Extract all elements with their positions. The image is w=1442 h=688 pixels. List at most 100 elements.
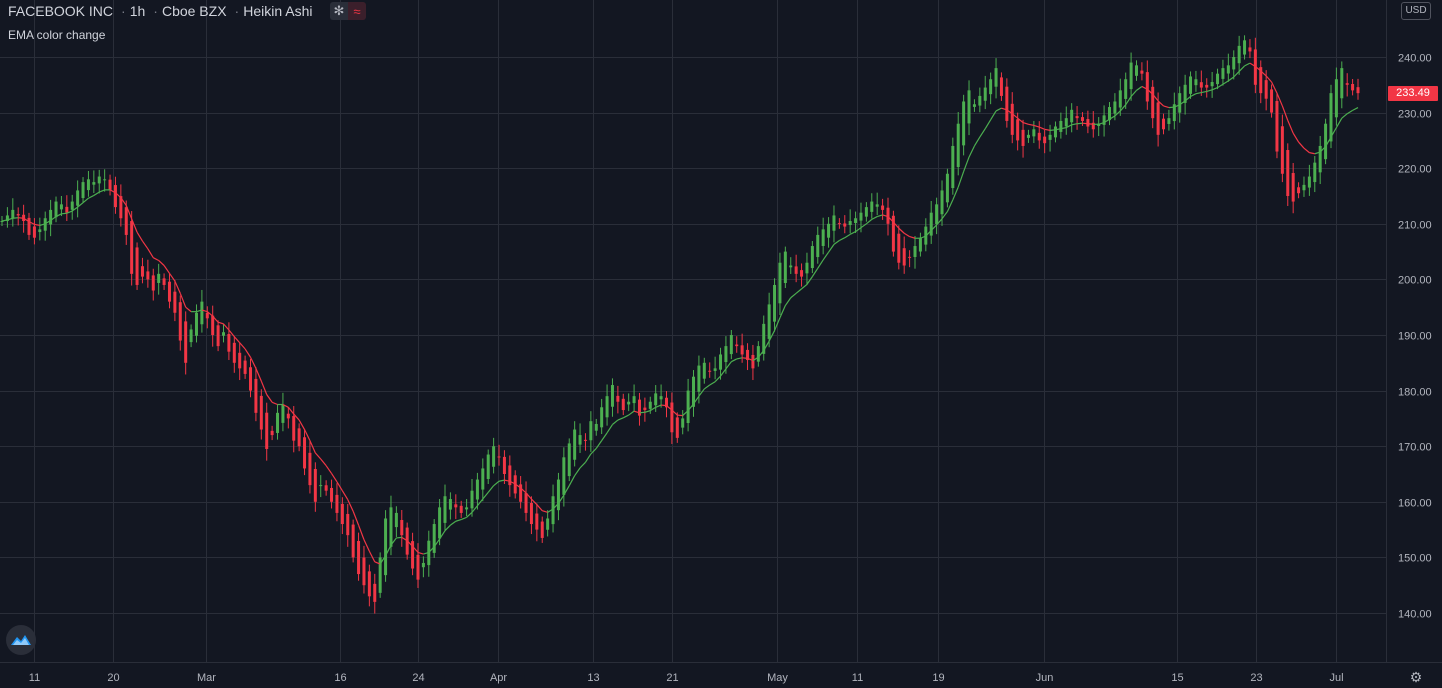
ema-segment xyxy=(757,350,765,358)
ema-segment xyxy=(979,128,986,138)
candle-body xyxy=(870,201,874,212)
ema-segment xyxy=(946,199,954,212)
ema-segment xyxy=(968,145,975,158)
candle-body xyxy=(1280,126,1284,174)
candle-body xyxy=(367,571,371,597)
ema-segment xyxy=(698,388,705,397)
candle-body xyxy=(648,401,652,409)
ema-line xyxy=(1,62,1359,565)
candle-body xyxy=(600,407,604,428)
candle-body xyxy=(1178,93,1182,113)
candle-body xyxy=(465,507,469,510)
candle-body xyxy=(216,325,220,347)
ema-segment xyxy=(444,524,451,532)
tradingview-logo-icon[interactable] xyxy=(6,625,36,655)
ema-segment xyxy=(574,467,581,477)
ema-segment xyxy=(952,186,959,201)
ema-segment xyxy=(309,440,316,454)
candle-body xyxy=(664,397,668,408)
settings-gear-icon[interactable]: ⚙ xyxy=(1409,669,1423,685)
candle-body xyxy=(794,266,798,274)
chart-style-label[interactable]: Heikin Ashi xyxy=(243,3,313,19)
candle-body xyxy=(1026,134,1030,138)
ema-segment xyxy=(1190,93,1197,98)
candle-body xyxy=(875,204,879,207)
ema-segment xyxy=(930,224,938,231)
ema-segment xyxy=(320,458,327,467)
ema-segment xyxy=(1152,93,1159,102)
candle-body xyxy=(967,90,971,124)
ema-segment xyxy=(374,561,381,565)
candle-body xyxy=(200,301,204,325)
ema-segment xyxy=(271,401,278,406)
ema-segment xyxy=(498,479,505,482)
wave-icon[interactable]: ≈ xyxy=(348,2,366,20)
symbol-name[interactable]: FACEBOOK INC xyxy=(8,3,114,19)
candle-body xyxy=(1297,187,1301,194)
interval-label[interactable]: 1h xyxy=(129,3,146,19)
candle-body xyxy=(103,179,107,181)
ema-segment xyxy=(336,481,343,491)
candle-body xyxy=(135,247,139,285)
ema-segment xyxy=(1260,70,1267,77)
candle-body xyxy=(59,204,63,210)
ema-segment xyxy=(703,384,711,390)
ema-segment xyxy=(396,536,402,539)
ema-segment xyxy=(1281,105,1289,121)
candle-body xyxy=(610,385,614,407)
ema-segment xyxy=(1109,115,1116,120)
price-axis[interactable]: 140.00 150.00 160.00 170.00 180.00 190.00 200.… xyxy=(1398,53,1432,621)
ema-segment xyxy=(217,321,224,325)
time-axis[interactable]: 11 20 Mar 16 24 Apr 13 21 May 11 19 Jun 15 23 Jul xyxy=(29,672,1344,684)
candle-body xyxy=(783,251,787,284)
ema-segment xyxy=(763,340,770,351)
ema-segment xyxy=(877,214,883,218)
candle-body xyxy=(1275,101,1279,152)
ema-segment xyxy=(131,218,138,233)
candle-body xyxy=(1124,79,1128,99)
ema-segment xyxy=(66,210,73,214)
candle-body xyxy=(297,428,301,447)
time-tick-label: Jul xyxy=(1329,672,1343,684)
candle-body xyxy=(119,196,123,219)
candle-body xyxy=(756,346,760,362)
ema-segment xyxy=(412,545,419,553)
candle-body xyxy=(562,457,566,495)
candle-body xyxy=(805,262,809,274)
candle-body xyxy=(292,416,296,441)
ema-segment xyxy=(1087,123,1094,125)
candle-body xyxy=(1010,103,1014,135)
ema-segment xyxy=(352,511,360,526)
ema-segment xyxy=(542,510,548,513)
ema-segment xyxy=(287,406,295,415)
ema-segment xyxy=(849,231,856,235)
time-tick-label: Apr xyxy=(490,672,507,684)
ema-segment xyxy=(531,498,538,505)
candle-body xyxy=(1053,126,1057,138)
ema-segment xyxy=(109,189,116,194)
ema-segment xyxy=(1271,81,1278,94)
time-tick-label: 24 xyxy=(412,672,424,684)
candle-body xyxy=(346,513,350,536)
ema-segment xyxy=(50,216,57,221)
candle-body xyxy=(508,465,512,486)
candle-body xyxy=(837,223,841,225)
candle-body xyxy=(86,179,90,191)
ema-segment xyxy=(833,239,840,245)
ema-segment xyxy=(536,504,543,512)
candle-body xyxy=(259,395,263,430)
ema-segment xyxy=(714,375,721,383)
price-tick-label: 150.00 xyxy=(1398,553,1432,565)
candle-body xyxy=(1070,109,1074,123)
indicator-label[interactable]: EMA color change xyxy=(8,28,106,42)
candle-body xyxy=(249,367,253,391)
ema-segment xyxy=(314,452,322,460)
candle-body xyxy=(330,487,334,502)
ema-segment xyxy=(428,546,435,553)
snowflake-icon[interactable]: ✻ xyxy=(330,2,348,20)
candle-body xyxy=(1302,184,1306,191)
ema-segment xyxy=(1227,76,1235,82)
symbol-header[interactable]: FACEBOOK INC · 1h · Cboe BZX · Heikin Ashi xyxy=(8,3,316,19)
currency-button[interactable]: USD xyxy=(1401,2,1431,20)
